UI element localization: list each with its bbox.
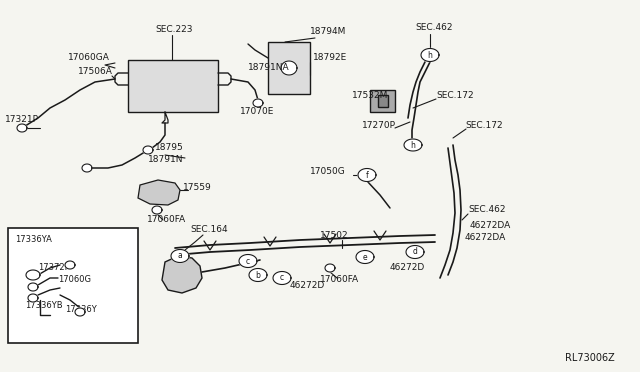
Text: 17559: 17559 <box>183 183 212 192</box>
Polygon shape <box>404 139 422 151</box>
Text: 17070E: 17070E <box>240 108 275 116</box>
Bar <box>268 42 310 94</box>
Text: SEC.462: SEC.462 <box>468 205 506 215</box>
Polygon shape <box>75 308 85 316</box>
Polygon shape <box>421 48 439 61</box>
Text: 17336YA: 17336YA <box>15 235 52 244</box>
Text: 17336YB: 17336YB <box>25 301 63 310</box>
Text: b: b <box>255 270 260 279</box>
Polygon shape <box>325 264 335 272</box>
Text: d: d <box>413 247 417 257</box>
Polygon shape <box>171 250 189 263</box>
Polygon shape <box>406 246 424 259</box>
Text: 18791NA: 18791NA <box>248 64 290 73</box>
Polygon shape <box>143 146 153 154</box>
Text: 17372P: 17372P <box>38 263 70 273</box>
Polygon shape <box>28 283 38 291</box>
Text: h: h <box>428 51 433 60</box>
Polygon shape <box>82 164 92 172</box>
Polygon shape <box>281 61 297 75</box>
Text: SEC.172: SEC.172 <box>465 121 502 129</box>
Text: 17270P: 17270P <box>362 121 396 129</box>
Text: f: f <box>365 170 369 180</box>
Text: 18795: 18795 <box>155 144 184 153</box>
Text: 18791N: 18791N <box>148 155 184 164</box>
Text: 17506A: 17506A <box>78 67 113 77</box>
Text: 17321P: 17321P <box>5 115 39 125</box>
Text: 46272DA: 46272DA <box>465 234 506 243</box>
Bar <box>370 90 395 112</box>
Bar <box>128 60 218 112</box>
Polygon shape <box>356 250 374 263</box>
Text: 46272DA: 46272DA <box>470 221 511 230</box>
Polygon shape <box>28 294 38 302</box>
Text: 17060G: 17060G <box>58 276 91 285</box>
Polygon shape <box>253 99 263 107</box>
Text: 17050G: 17050G <box>310 167 346 176</box>
Text: c: c <box>280 273 284 282</box>
Text: SEC.172: SEC.172 <box>436 90 474 99</box>
Polygon shape <box>358 169 376 182</box>
Text: 46272D: 46272D <box>290 280 325 289</box>
Polygon shape <box>273 272 291 285</box>
Polygon shape <box>152 206 162 214</box>
Polygon shape <box>138 180 180 205</box>
Text: 17060GA: 17060GA <box>68 54 110 62</box>
Text: SEC.164: SEC.164 <box>190 225 228 234</box>
Polygon shape <box>249 269 267 282</box>
Text: 18792E: 18792E <box>313 54 348 62</box>
Text: 17502: 17502 <box>320 231 349 240</box>
Text: a: a <box>178 251 182 260</box>
Text: 18794M: 18794M <box>310 28 346 36</box>
Polygon shape <box>26 270 40 280</box>
Text: SEC.462: SEC.462 <box>415 23 452 32</box>
Polygon shape <box>239 254 257 267</box>
Bar <box>8 228 138 343</box>
Bar <box>378 95 388 107</box>
Text: 17532M: 17532M <box>352 90 388 99</box>
Text: 46272D: 46272D <box>390 263 425 273</box>
Polygon shape <box>162 256 202 293</box>
Text: 17336Y: 17336Y <box>65 305 97 314</box>
Text: h: h <box>411 141 415 150</box>
Polygon shape <box>17 124 27 132</box>
Polygon shape <box>65 261 75 269</box>
Text: c: c <box>246 257 250 266</box>
Text: SEC.223: SEC.223 <box>155 26 193 35</box>
Text: 17060FA: 17060FA <box>147 215 186 224</box>
Text: e: e <box>363 253 367 262</box>
Text: 17060FA: 17060FA <box>320 276 359 285</box>
Text: RL73006Z: RL73006Z <box>565 353 615 363</box>
